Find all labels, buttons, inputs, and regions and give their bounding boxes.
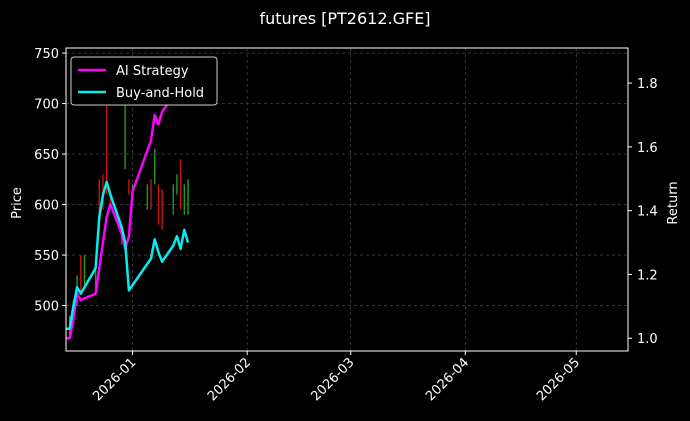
plot-frame: [65, 47, 629, 352]
y-axis-label: Price: [10, 187, 25, 219]
right-axis-ticks: 1.0 1.2 1.4 1.6 1.8: [628, 77, 658, 347]
legend: AI Strategy Buy-and-Hold: [70, 56, 218, 106]
y-tick-label: 650: [34, 148, 59, 163]
y2-tick-label: 1.8: [637, 77, 658, 92]
series-line-ai-strategy: [66, 76, 186, 340]
chart-title: futures [PT2612.GFE]: [259, 9, 430, 28]
y2-tick-label: 1.4: [637, 205, 658, 220]
series-line-buy-and-hold: [66, 180, 190, 330]
legend-box: [70, 56, 218, 106]
x-tick-label: 2026-03: [309, 355, 358, 404]
x-axis-ticks: 2026-01 2026-02 2026-03 2026-04 2026-05: [90, 351, 583, 404]
y2-tick-label: 1.6: [637, 141, 658, 156]
legend-label-buy-and-hold: Buy-and-Hold: [116, 86, 204, 101]
y-tick-label: 500: [34, 300, 59, 315]
return-lines: [66, 76, 190, 340]
y-tick-label: 700: [34, 98, 59, 113]
x-tick-label: 2026-02: [205, 355, 254, 404]
y2-tick-label: 1.2: [637, 268, 658, 283]
left-axis-ticks: 500 550 600 650 700 750: [34, 47, 66, 315]
x-tick-label: 2026-05: [534, 355, 583, 404]
y-tick-label: 600: [34, 199, 59, 214]
y2-tick-label: 1.0: [637, 332, 658, 347]
y-tick-label: 750: [34, 47, 59, 62]
y2-axis-label: Return: [666, 181, 681, 224]
x-tick-label: 2026-04: [423, 355, 472, 404]
candlesticks: [68, 98, 189, 336]
legend-label-ai-strategy: AI Strategy: [116, 64, 189, 79]
y-tick-label: 550: [34, 249, 59, 264]
x-tick-label: 2026-01: [90, 355, 139, 404]
